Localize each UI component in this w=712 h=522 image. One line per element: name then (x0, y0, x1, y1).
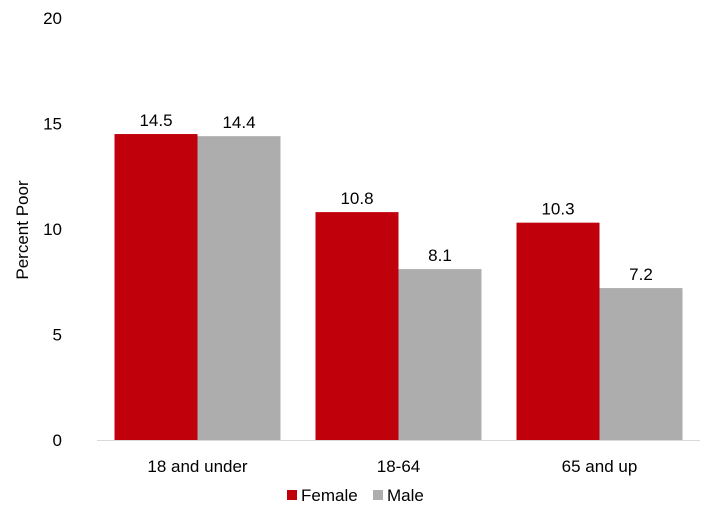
data-label: 8.1 (428, 246, 452, 265)
legend-swatch-male (373, 490, 383, 500)
legend-label-male: Male (387, 486, 424, 505)
legend-label-female: Female (301, 486, 358, 505)
y-tick-label: 5 (53, 326, 62, 345)
bar-male-1 (398, 269, 482, 440)
x-axis-category-labels: 18 and under 18-64 65 and up (147, 457, 637, 476)
data-label: 7.2 (629, 265, 653, 284)
data-label: 14.5 (139, 111, 172, 130)
data-label: 10.8 (340, 189, 373, 208)
bar-male-2 (599, 288, 683, 440)
legend-swatch-female (287, 490, 297, 500)
y-tick-label: 15 (43, 115, 62, 134)
data-labels: 14.5 14.4 10.8 8.1 10.3 7.2 (139, 111, 652, 284)
y-tick-label: 0 (53, 431, 62, 450)
data-label: 14.4 (222, 113, 255, 132)
x-category-label: 18-64 (377, 457, 420, 476)
y-axis-ticks: 0 5 10 15 20 (43, 9, 62, 450)
x-category-label: 65 and up (562, 457, 638, 476)
bars (114, 134, 683, 441)
bar-female-0 (114, 134, 198, 441)
y-tick-label: 20 (43, 9, 62, 28)
y-tick-label: 10 (43, 220, 62, 239)
x-category-label: 18 and under (147, 457, 248, 476)
legend: Female Male (287, 486, 424, 505)
data-label: 10.3 (541, 200, 574, 219)
bar-male-0 (197, 136, 281, 440)
bar-female-1 (315, 212, 399, 440)
bar-female-2 (516, 222, 600, 440)
y-axis-title: Percent Poor (13, 180, 32, 280)
